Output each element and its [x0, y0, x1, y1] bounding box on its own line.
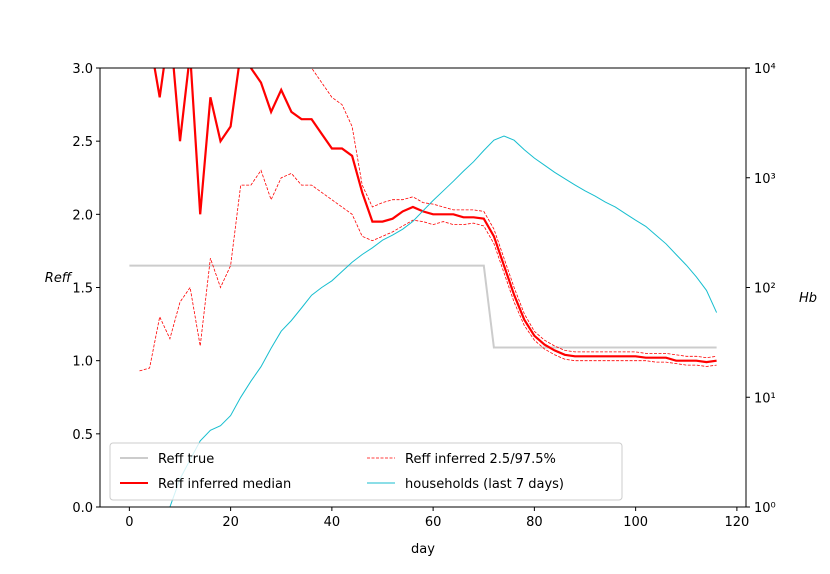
y-tick-label: 0.0	[72, 501, 93, 516]
y-tick-label: 2.0	[72, 208, 93, 223]
plot-area	[129, 68, 718, 507]
y2-tick-label: 10¹	[754, 391, 776, 406]
legend-label: Reff true	[158, 452, 214, 467]
y2-tick-label: 10³	[754, 172, 776, 187]
y-tick-label: 0.5	[72, 428, 93, 443]
y2-tick-label: 10⁴	[754, 62, 776, 77]
series-line	[169, 135, 718, 507]
series-line	[129, 264, 717, 349]
x-tick-label: 0	[125, 515, 133, 530]
y-tick-label: 1.5	[72, 282, 93, 297]
y-tick-label: 2.5	[72, 135, 93, 150]
x-tick-label: 80	[526, 515, 543, 530]
x-tick-label: 20	[222, 515, 239, 530]
y2-axis-label: Hb	[799, 291, 817, 306]
y-tick-label: 1.0	[72, 355, 93, 370]
x-tick-label: 40	[324, 515, 341, 530]
x-axis-label: day	[411, 542, 435, 557]
y2-tick-label: 10²	[754, 282, 776, 297]
x-tick-label: 120	[724, 515, 749, 530]
legend-label: Reff inferred 2.5/97.5%	[405, 452, 556, 467]
x-tick-label: 60	[425, 515, 442, 530]
x-tick-label: 100	[623, 515, 648, 530]
y2-tick-label: 10⁰	[754, 501, 776, 516]
legend-label: households (last 7 days)	[405, 477, 564, 492]
y-axis-label: Reff	[45, 271, 73, 286]
y-tick-label: 3.0	[72, 62, 93, 77]
legend-box	[109, 442, 623, 501]
axes-frame	[99, 67, 747, 508]
series-line	[153, 68, 717, 364]
legend-label: Reff inferred median	[158, 477, 291, 492]
series-line-upper	[311, 68, 717, 359]
series-line	[139, 169, 717, 372]
